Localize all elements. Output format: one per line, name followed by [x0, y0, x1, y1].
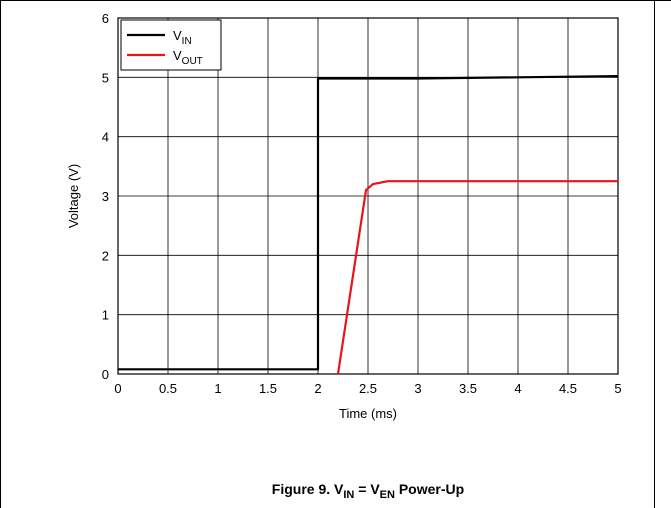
- series-line-vout: [336, 180, 618, 375]
- x-tick-label-1: 0.5: [159, 381, 177, 396]
- x-tick-label-5: 2.5: [359, 381, 377, 396]
- caption-sub-1: IN: [343, 489, 354, 501]
- caption-mid: = V: [354, 481, 380, 497]
- figure-caption: Figure 9. VIN = VEN Power-Up: [272, 481, 464, 501]
- x-tick-label-6: 3: [414, 381, 421, 396]
- y-tick-label-2: 2: [102, 248, 109, 263]
- legend-box: [120, 19, 222, 71]
- x-tick-label-3: 1.5: [259, 381, 277, 396]
- y-tick-label-0: 0: [102, 367, 109, 382]
- x-tick-label-4: 2: [314, 381, 321, 396]
- legend-label-main-1: V: [173, 48, 182, 63]
- y-tick-label-4: 4: [102, 130, 109, 145]
- legend-label-sub-1: OUT: [182, 56, 203, 67]
- legend-label-sub-0: IN: [182, 36, 192, 47]
- y-tick-label-6: 6: [102, 11, 109, 26]
- series-line-vin: [118, 75, 619, 371]
- y-tick-label-5: 5: [102, 70, 109, 85]
- x-tick-label-0: 0: [114, 381, 121, 396]
- x-tick-label-9: 4.5: [559, 381, 577, 396]
- caption-sub-2: EN: [380, 489, 395, 501]
- caption-prefix: Figure 9. V: [272, 481, 344, 497]
- y-axis-label: Voltage (V): [66, 164, 81, 228]
- legend-label-1: VOUT: [173, 48, 203, 67]
- legend-label-0: VIN: [173, 28, 192, 47]
- x-tick-label-7: 3.5: [459, 381, 477, 396]
- y-tick-label-1: 1: [102, 308, 109, 323]
- x-tick-label-2: 1: [214, 381, 221, 396]
- plot-border: [117, 17, 619, 375]
- x-tick-label-10: 5: [614, 381, 621, 396]
- x-tick-label-8: 4: [514, 381, 521, 396]
- y-tick-label-3: 3: [102, 189, 109, 204]
- x-axis-label: Time (ms): [339, 406, 397, 421]
- caption-suffix: Power-Up: [395, 481, 464, 497]
- series-layer: [118, 75, 619, 375]
- legend-label-main-0: V: [173, 28, 182, 43]
